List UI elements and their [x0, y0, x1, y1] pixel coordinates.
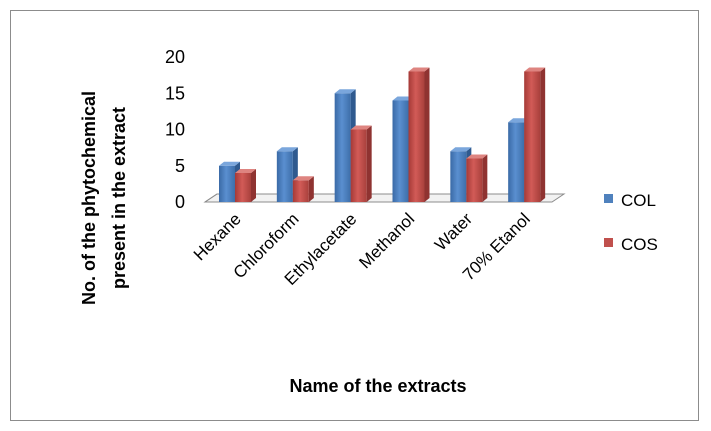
legend-label-cos: COS	[621, 235, 658, 254]
legend-swatch-cos	[604, 238, 613, 247]
bar-side-cos	[366, 125, 372, 202]
y-axis-title-line-2: present in the extract	[109, 107, 129, 289]
y-axis-ticks: 0 5 10 15 20	[165, 47, 185, 212]
x-axis-title: Name of the extracts	[289, 376, 466, 396]
bar-top-cos	[350, 125, 372, 130]
bar-side-cos	[540, 67, 546, 202]
bar-top-cos	[524, 67, 546, 72]
bar-top-cos	[466, 154, 488, 159]
legend-label-col: COL	[621, 191, 656, 210]
y-tick-label: 5	[175, 156, 185, 176]
bar-top-col	[508, 118, 530, 123]
bar-col	[219, 165, 235, 202]
bar-col	[276, 151, 293, 202]
bar-side-cos	[482, 154, 488, 202]
bar-cos	[466, 158, 483, 202]
bar-top-cos	[292, 176, 314, 181]
bar-top-col	[334, 89, 356, 94]
bar-top-col	[219, 161, 240, 166]
bar-side-cos	[424, 67, 430, 202]
bar-top-col	[450, 147, 472, 152]
legend-swatch-col	[604, 194, 613, 203]
y-axis-title-line-1: No. of the phytochemical	[79, 91, 99, 305]
bars	[219, 67, 546, 202]
legend: COL COS	[604, 191, 658, 254]
bar-col	[392, 100, 409, 202]
bar-cos	[408, 71, 425, 202]
y-tick-label: 15	[165, 83, 185, 103]
bar-top-cos	[408, 67, 430, 72]
chart-frame	[10, 10, 699, 421]
y-tick-label: 10	[165, 120, 185, 140]
bar-col	[450, 151, 467, 202]
bar-side-cos	[308, 176, 314, 202]
bar-top-col	[276, 147, 298, 152]
bar-top-cos	[235, 169, 256, 173]
bar-cos	[235, 173, 251, 202]
floor-edge	[204, 193, 218, 203]
y-tick-label: 0	[175, 192, 185, 212]
bar-col	[508, 122, 525, 202]
x-category-label: Methanol	[355, 209, 418, 272]
x-category-label: Hexane	[190, 209, 245, 264]
bar-cos	[292, 180, 309, 202]
x-category-label: Water	[431, 209, 476, 254]
y-tick-label: 20	[165, 47, 185, 67]
bar-cos	[350, 129, 367, 202]
bar-col	[334, 93, 351, 202]
bar-cos	[524, 71, 541, 202]
bar-top-col	[392, 96, 414, 101]
bar-side-cos	[251, 169, 256, 202]
